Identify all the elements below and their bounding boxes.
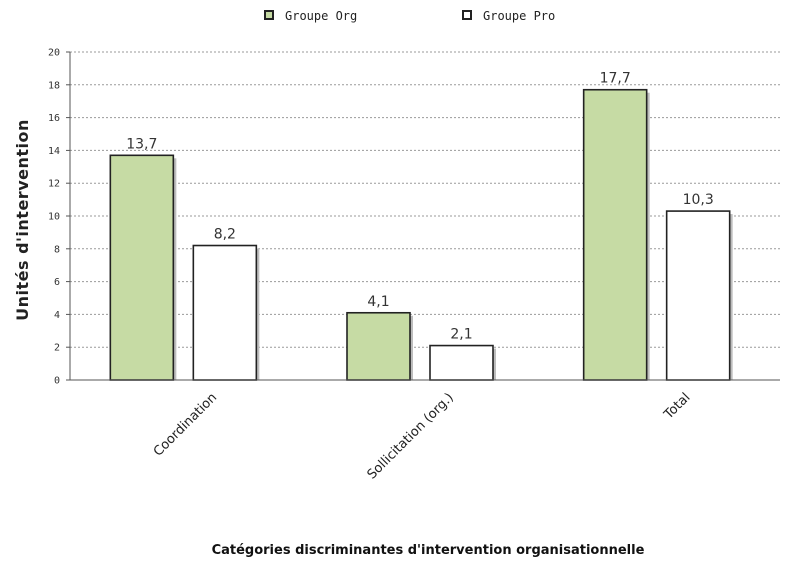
y-tick-label: 0	[54, 376, 60, 387]
y-axis-ticks: 0 2 4 6 8 10 12 14 16 18 20	[48, 48, 70, 387]
y-tick-label: 20	[48, 48, 60, 59]
data-label: 2,1	[450, 327, 472, 343]
y-axis-label: Unités d'intervention	[13, 119, 32, 321]
y-tick-label: 18	[48, 80, 60, 91]
y-tick-label: 12	[48, 179, 60, 190]
data-label: 17,7	[600, 71, 631, 87]
legend-label: Groupe Pro	[483, 9, 555, 23]
data-label: 8,2	[214, 227, 236, 243]
bar-groupe-pro	[192, 244, 258, 381]
bars	[109, 88, 733, 381]
y-tick-label: 8	[54, 244, 60, 255]
legend-label: Groupe Org	[285, 9, 357, 23]
data-label: 13,7	[126, 136, 157, 152]
bar-groupe-org	[346, 311, 411, 381]
x-tick-label: Sollicitation (org.)	[365, 390, 457, 482]
y-tick-label: 6	[54, 277, 60, 288]
bar-groupe-org	[582, 88, 648, 381]
legend-swatch	[264, 10, 274, 20]
y-tick-label: 4	[54, 310, 60, 321]
data-labels: 13,7 8,2 4,1 2,1 17,7 10,3	[126, 71, 714, 343]
data-label: 4,1	[367, 294, 389, 310]
bar-groupe-pro	[429, 344, 494, 381]
bar-groupe-org	[109, 154, 175, 381]
y-tick-label: 10	[48, 212, 60, 223]
x-axis-label: Catégories discriminantes d'intervention…	[212, 543, 645, 558]
legend: Groupe Org Groupe Pro	[264, 9, 555, 23]
axes	[69, 52, 780, 381]
bar-groupe-pro	[665, 210, 731, 381]
x-tick-label: Total	[661, 390, 694, 423]
x-tick-label: Coordination	[151, 390, 220, 459]
x-axis-categories: Coordination Sollicitation (org.) Total	[151, 390, 694, 482]
legend-swatch	[462, 10, 472, 20]
y-tick-label: 16	[48, 113, 60, 124]
data-label: 10,3	[683, 192, 714, 208]
y-tick-label: 2	[54, 343, 60, 354]
y-tick-label: 14	[48, 146, 60, 157]
